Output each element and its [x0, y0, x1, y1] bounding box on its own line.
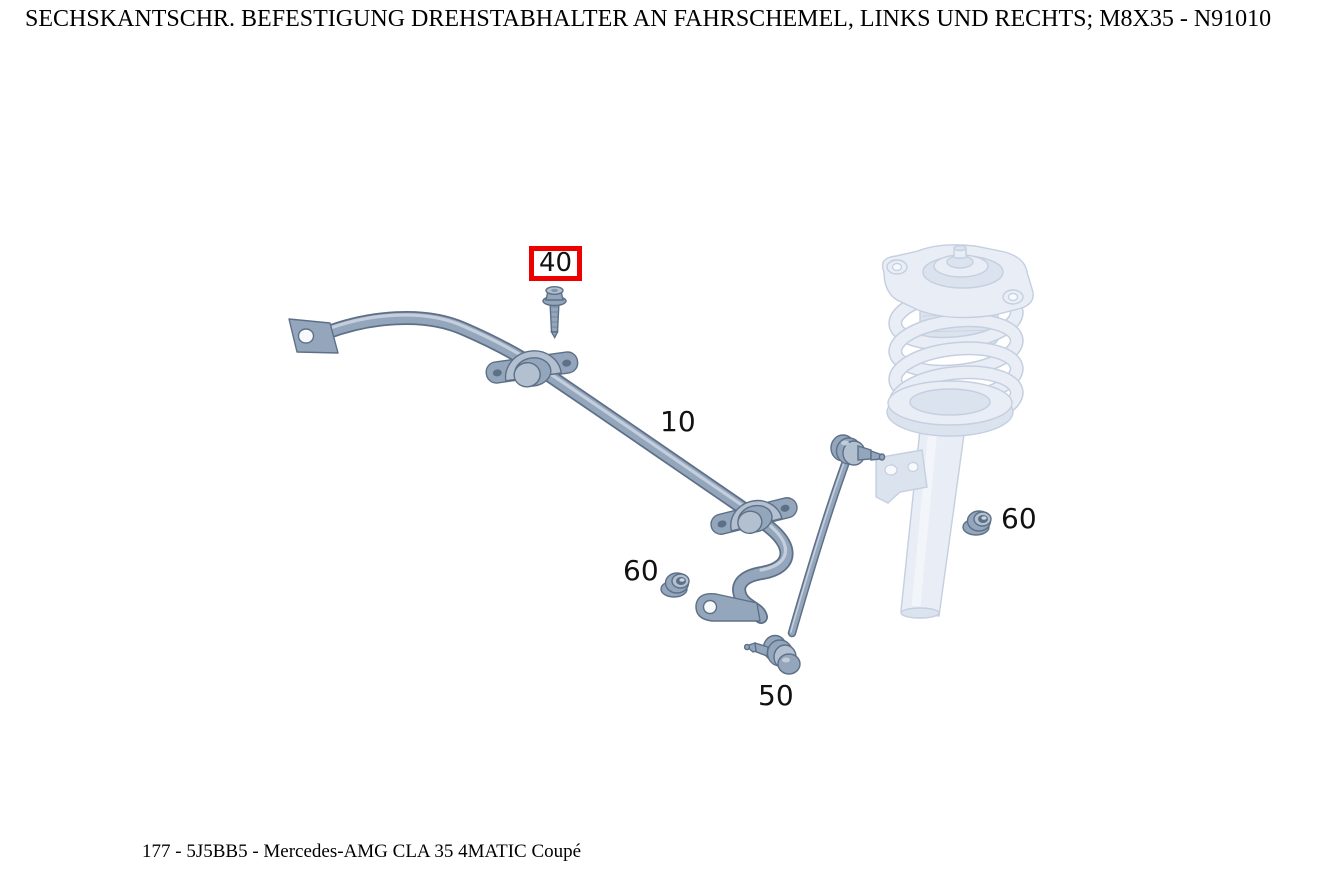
stabilizer-bar-drawing	[288, 311, 798, 624]
mount-bolt-drawing	[542, 286, 567, 339]
part-callout-40-highlight-box[interactable]: 40	[529, 246, 583, 281]
flange-nut-left-drawing	[660, 572, 690, 598]
page-title: SECHSKANTSCHR. BEFESTIGUNG DREHSTABHALTE…	[25, 6, 1272, 32]
front-strut-context-drawing	[875, 244, 1034, 619]
flange-nut-right-drawing	[962, 510, 992, 536]
part-callout-50[interactable]: 50	[758, 679, 794, 712]
stabilizer-link-drawing	[743, 434, 886, 675]
part-callout-60-left[interactable]: 60	[623, 554, 659, 587]
part-callout-60-right[interactable]: 60	[1001, 502, 1037, 535]
part-callout-10[interactable]: 10	[660, 405, 696, 438]
part-callout-40-label: 40	[539, 248, 573, 278]
footer-caption: 177 - 5J5BB5 - Mercedes-AMG CLA 35 4MATI…	[142, 841, 582, 862]
